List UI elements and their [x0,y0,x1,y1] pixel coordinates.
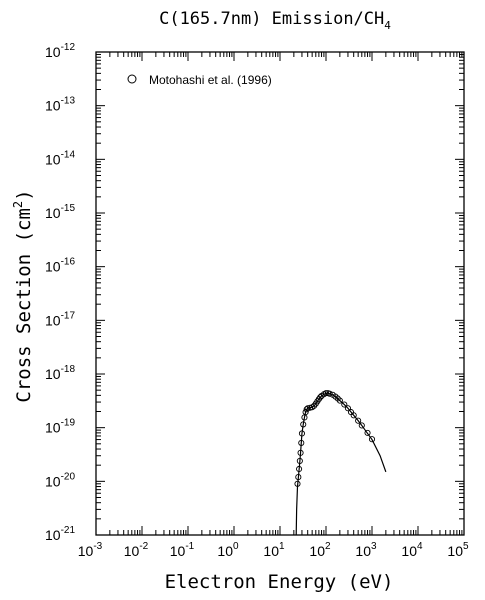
axis-ticks [95,51,465,536]
chart-title: C(165.7nm) Emission/CH4 [159,9,391,32]
data-point [298,430,306,437]
data-point [334,395,341,402]
data-point [344,405,352,412]
y-tick-label: 10-17 [45,310,75,328]
data-point [300,421,307,428]
y-axis-label-main: Cross Section (cm [13,208,35,402]
y-tick-label: 10-14 [45,149,75,167]
x-tick-label: 10-1 [170,541,195,559]
y-tick-label: 10-13 [45,96,75,114]
x-axis-label: Electron Energy (eV) [165,571,394,593]
data-point [296,465,303,473]
data-point [298,439,305,446]
data-point [358,422,365,429]
x-tick-label: 103 [355,541,377,559]
legend-label: Motohashi et al. (1996) [149,73,272,87]
y-tick-label: 10-12 [45,42,75,60]
data-point [294,480,301,487]
legend-marker [127,74,137,84]
data-point [309,404,316,411]
y-axis-label-end: ) [13,189,35,200]
plot-frame [95,51,465,536]
x-tick-label: 104 [401,541,423,559]
x-tick-label: 10-2 [124,541,149,559]
data-point [326,390,333,397]
data-point [341,401,348,408]
data-point [322,390,330,397]
y-tick-labels: 10-21 10-20 10-19 10-18 10-17 10-16 10-15 10-14… [45,42,75,543]
data-point [350,412,357,419]
data-point [303,406,310,413]
data-point [364,429,371,436]
data-point [317,394,324,401]
y-tick-label: 10-21 [45,525,75,543]
y-axis-label-superscript: 2 [11,201,25,208]
x-tick-label: 105 [447,541,469,559]
data-point [355,417,362,424]
y-axis-label: Cross Section (cm2) [11,189,35,402]
data-point [304,405,311,412]
x-tick-label: 100 [217,541,239,559]
x-tick-label: 101 [263,541,285,559]
fit-curve-layer [295,392,387,536]
data-point [368,436,376,443]
y-tick-label: 10-18 [45,364,75,382]
legend: Motohashi et al. (1996) [127,73,272,87]
chart-title-subscript: 4 [384,19,391,32]
data-point [295,474,302,481]
x-tick-labels: 10-3 10-2 10-1 100 101 102 103 104 105 [78,541,469,559]
y-tick-label: 10-15 [45,203,75,221]
x-tick-label: 102 [309,541,331,559]
fit-curve [295,392,387,536]
y-tick-label: 10-20 [45,471,75,489]
chart-title-main: C(165.7nm) Emission/CH [159,9,384,29]
y-tick-label: 10-19 [45,418,75,436]
data-markers-layer [294,390,376,487]
data-point [336,397,343,404]
data-point [297,449,304,456]
data-point [296,457,303,464]
y-tick-label: 10-16 [45,257,75,275]
x-tick-label: 10-3 [78,541,103,559]
